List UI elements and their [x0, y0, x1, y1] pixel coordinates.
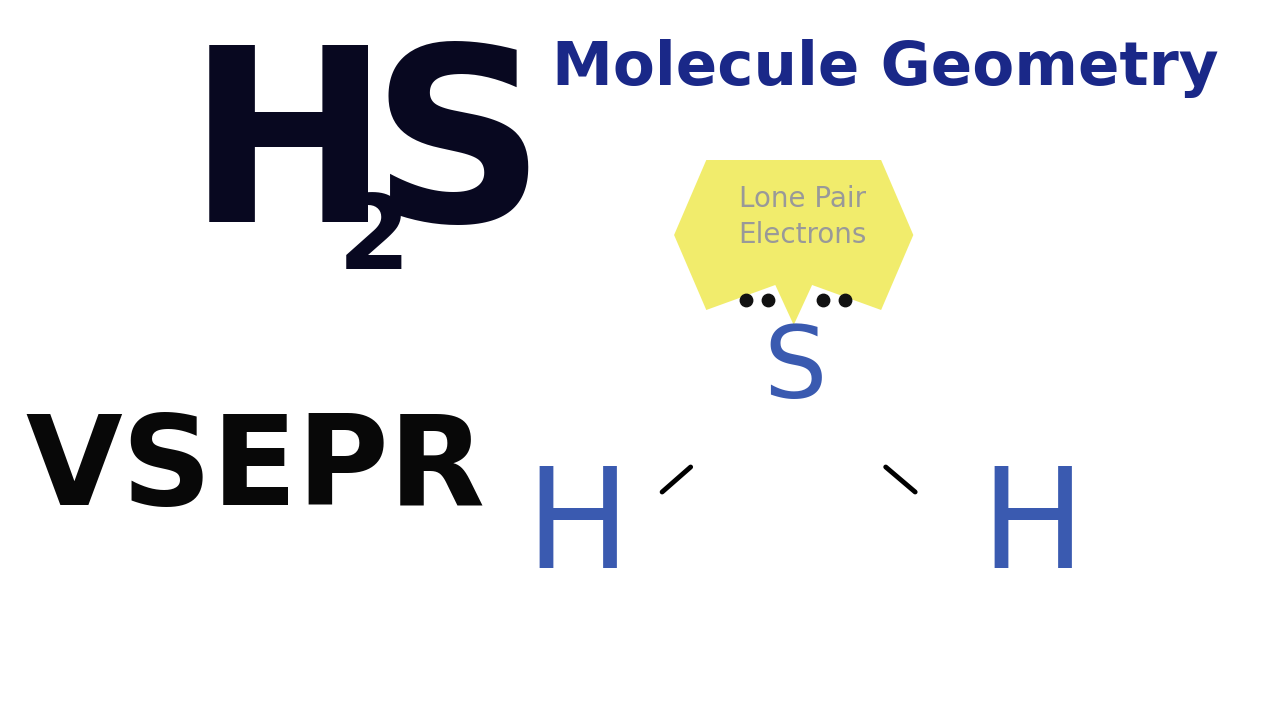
Polygon shape: [675, 160, 914, 325]
Text: Lone Pair
Electrons: Lone Pair Electrons: [739, 184, 867, 249]
Point: [736, 294, 756, 306]
Text: H: H: [525, 462, 630, 598]
Text: VSEPR: VSEPR: [26, 410, 485, 531]
Text: H: H: [980, 462, 1085, 598]
Point: [758, 294, 778, 306]
Point: [835, 294, 855, 306]
Text: Molecule Geometry: Molecule Geometry: [553, 38, 1219, 97]
Point: [813, 294, 833, 306]
Text: H: H: [187, 37, 389, 273]
Text: S: S: [370, 37, 545, 273]
Text: 2: 2: [338, 189, 411, 290]
Text: S: S: [764, 322, 827, 418]
